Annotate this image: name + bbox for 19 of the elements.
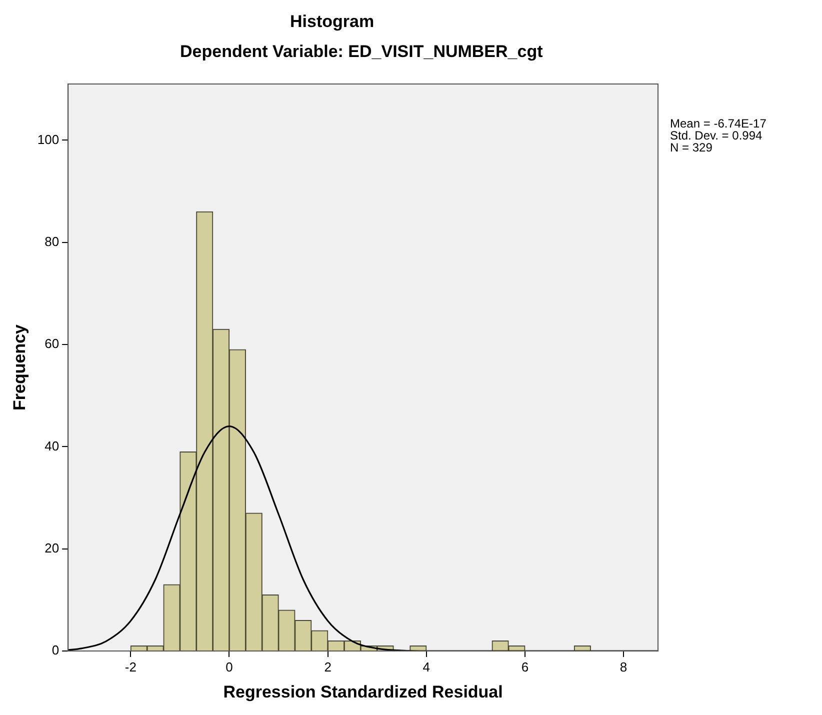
x-tick-label: 4 <box>422 659 430 674</box>
y-tick-label: 60 <box>44 336 60 352</box>
x-axis-title: Regression Standardized Residual <box>223 682 503 702</box>
text: N = 329 <box>670 140 713 154</box>
x-tick-label: 2 <box>324 659 332 674</box>
y-tick-label: 100 <box>37 132 60 147</box>
y-tick-label: 0 <box>52 642 60 658</box>
x-tick-label: 0 <box>226 659 233 674</box>
text: Std. Dev. = 0.994 <box>670 128 762 142</box>
y-tick-label: 40 <box>44 438 60 454</box>
y-axis-title: Frequency <box>10 324 29 410</box>
x-tick-label: 8 <box>620 659 628 674</box>
y-tick-label: 20 <box>44 540 60 556</box>
text: Mean = -6.74E-17 <box>670 116 767 130</box>
x-tick-label: 6 <box>521 659 529 674</box>
y-tick-label: 80 <box>44 234 60 249</box>
chart-title: Histogram <box>290 12 374 32</box>
x-tick-label: -2 <box>124 659 136 674</box>
chart-subtitle: Dependent Variable: ED_VISIT_NUMBER_cgt <box>180 42 543 62</box>
